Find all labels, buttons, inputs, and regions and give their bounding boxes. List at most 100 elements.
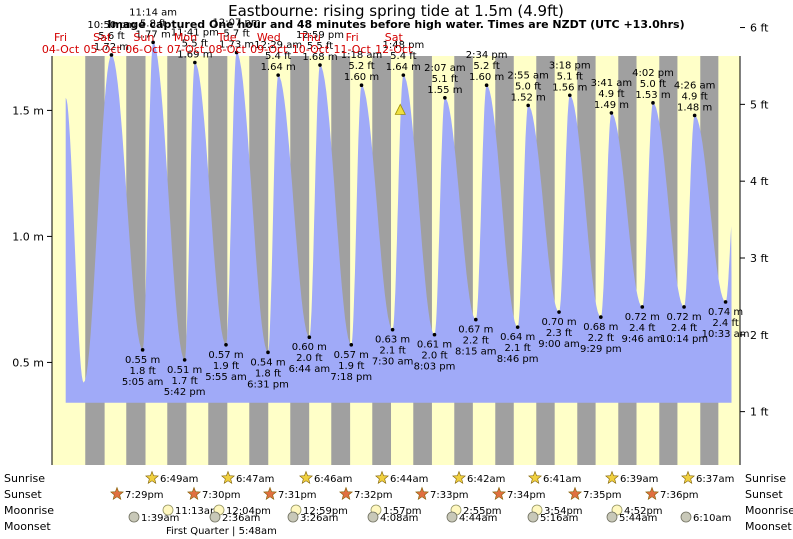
moonset-time: 6:10am <box>693 513 731 524</box>
high-tide-ft: 5.1 ft <box>432 74 458 85</box>
low-tide-ft: 2.1 ft <box>379 346 405 357</box>
high-tide-m: 1.64 m <box>386 62 421 73</box>
high-tide-ft: 5.0 ft <box>515 81 541 92</box>
low-tide-time: 9:00 am <box>538 339 580 350</box>
low-tide-m: 0.60 m <box>292 342 327 353</box>
low-tide-point <box>723 300 728 304</box>
low-tide-ft: 2.2 ft <box>463 336 489 347</box>
high-tide-m: 1.53 m <box>635 90 670 101</box>
low-tide-point <box>557 310 561 314</box>
chart-title: Eastbourne: rising spring tide at 1.5m (… <box>228 2 564 20</box>
right-tick-label: 6 ft <box>750 22 769 35</box>
sunrise-time: 6:49am <box>160 474 198 485</box>
high-tide-point <box>318 63 322 67</box>
high-tide-time: 2:34 pm <box>466 50 508 61</box>
day-date: 12-Oct <box>375 43 413 56</box>
sunrise-icon <box>375 470 389 484</box>
high-tide-time: 11:14 am <box>129 7 177 18</box>
moonset-time: 3:26am <box>300 513 338 524</box>
moonrise-time: 4:52pm <box>624 506 663 517</box>
high-tide-ft: 5.2 ft <box>348 61 374 72</box>
sunset-time: 7:31pm <box>278 490 317 501</box>
sunrise-row-label-right: Sunrise <box>745 472 786 485</box>
low-tide-ft: 2.0 ft <box>421 351 447 362</box>
high-tide-point <box>276 73 280 77</box>
low-tide-ft: 2.1 ft <box>504 343 530 354</box>
high-tide-point <box>609 111 614 115</box>
sunset-icon <box>645 486 659 500</box>
day-name: Wed <box>257 31 281 44</box>
day-name: Sat <box>93 31 112 44</box>
high-tide-point <box>567 93 572 98</box>
low-tide-time: 6:31 pm <box>247 379 289 390</box>
low-tide-m: 0.51 m <box>167 365 202 376</box>
day-name: Fri <box>346 31 359 44</box>
sunrise-icon <box>452 470 466 484</box>
day-date: 04-Oct <box>42 43 80 56</box>
tide-area <box>65 42 732 403</box>
low-tide-ft: 2.2 ft <box>588 333 614 344</box>
low-tide-point <box>599 315 603 319</box>
moonrise-time: 1:57pm <box>383 506 422 517</box>
almanac: Sunrise Sunrise Sunset Sunset Moonrise Moonri… <box>4 470 793 537</box>
day-date: 08-Oct <box>209 43 247 56</box>
sunrise-icon <box>681 470 695 484</box>
low-tide-time: 9:29 pm <box>580 344 622 355</box>
sunrise-time: 6:37am <box>696 474 734 485</box>
moonset-icon <box>680 511 692 523</box>
low-tide-time: 8:15 am <box>455 347 497 358</box>
high-tide-ft: 5.2 ft <box>473 61 499 72</box>
low-tide-ft: 2.4 ft <box>712 318 738 329</box>
sunset-icon <box>339 486 353 500</box>
high-tide-m: 1.49 m <box>594 100 629 111</box>
moonrise-icon <box>162 504 174 516</box>
sunrise-row-label: Sunrise <box>4 472 45 485</box>
day-name: Sun <box>133 31 154 44</box>
high-tide-m: 1.77 m <box>136 29 171 40</box>
low-tide-time: 6:44 am <box>289 364 331 375</box>
day-date: 09-Oct <box>250 43 288 56</box>
low-tide-point <box>682 305 686 309</box>
moonset-icon <box>606 511 618 523</box>
high-tide-ft: 5.5 ft <box>182 39 208 50</box>
day-name: Mon <box>174 31 197 44</box>
high-tide-m: 1.55 m <box>427 85 462 96</box>
high-tide-m: 1.48 m <box>677 102 712 113</box>
moonrise-time: 2:55pm <box>463 506 502 517</box>
high-tide-time: 12:59 pm <box>296 30 344 41</box>
day-date: 05-Oct <box>84 43 122 56</box>
low-tide-m: 0.54 m <box>250 357 285 368</box>
low-tide-point <box>140 348 145 352</box>
high-tide-ft: 5.7 ft <box>223 28 249 39</box>
right-tick-label: 3 ft <box>750 252 769 265</box>
sunset-icon <box>568 486 582 500</box>
high-tide-ft: 4.9 ft <box>681 91 707 102</box>
left-tick-label: 0.5 m <box>12 356 44 369</box>
sunset-time: 7:35pm <box>583 490 622 501</box>
low-tide-time: 10:14 pm <box>660 334 708 345</box>
high-tide-time: 2:07 am <box>424 63 466 74</box>
high-tide-ft: 5.4 ft <box>390 51 416 62</box>
low-tide-time: 8:46 pm <box>497 354 539 365</box>
sunrise-icon <box>221 470 235 484</box>
high-tide-ft: 5.6 ft <box>98 31 124 42</box>
low-tide-time: 5:42 pm <box>164 387 206 398</box>
day-date: 11-Oct <box>333 43 371 56</box>
high-tide-time: 10:50 pm <box>87 20 135 31</box>
high-tide-time: 12:07 pm <box>213 17 261 28</box>
sunrise-icon <box>145 470 159 484</box>
high-tide-m: 1.52 m <box>511 92 546 103</box>
high-tide-time: 3:18 pm <box>549 60 591 71</box>
low-tide-ft: 2.4 ft <box>629 323 655 334</box>
moonrise-time: 11:13am <box>175 506 220 517</box>
low-tide-point <box>349 342 354 347</box>
high-tide-point <box>193 60 197 65</box>
sunset-time: 7:32pm <box>354 490 393 501</box>
low-tide-ft: 1.8 ft <box>129 366 155 377</box>
left-tick-label: 1.5 m <box>12 104 44 117</box>
low-tide-m: 0.70 m <box>541 317 576 328</box>
moonset-row-label: Moonset <box>4 520 51 533</box>
sunset-icon <box>415 486 429 500</box>
day-date: 07-Oct <box>167 43 205 56</box>
low-tide-point <box>182 358 187 362</box>
